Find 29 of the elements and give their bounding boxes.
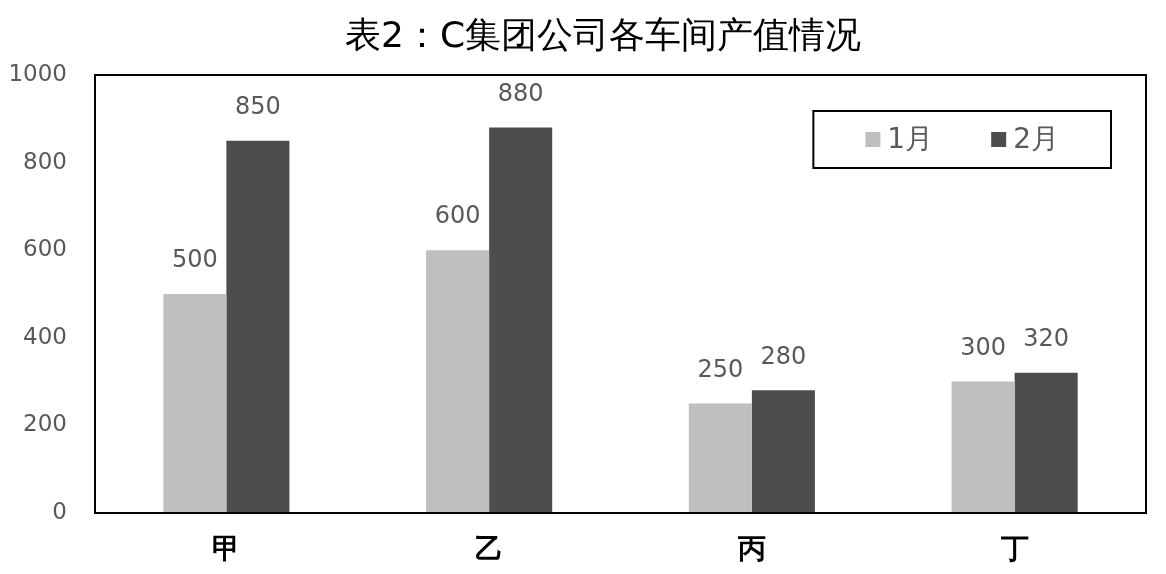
y-tick-label: 1000 [8, 59, 67, 86]
x-tick-label: 乙 [475, 532, 504, 566]
y-tick-label: 0 [52, 497, 67, 524]
x-tick-label: 丙 [736, 532, 766, 566]
y-tick-label: 600 [23, 235, 67, 262]
bar [226, 140, 290, 513]
y-tick-label: 200 [23, 410, 67, 437]
legend-label: 1月 [887, 121, 934, 155]
bar [751, 390, 815, 513]
data-label: 320 [1023, 324, 1070, 353]
data-label: 500 [171, 245, 218, 274]
bar [163, 294, 227, 513]
bar [951, 381, 1015, 513]
x-tick-label: 丁 [999, 532, 1029, 566]
bar [426, 250, 490, 513]
chart-title: 表2：C集团公司各车间产值情况 [344, 14, 862, 56]
data-label: 880 [497, 78, 544, 107]
y-tick-label: 400 [23, 322, 67, 349]
data-label: 600 [434, 201, 481, 230]
x-tick-label: 甲 [212, 532, 241, 566]
bar [489, 127, 553, 513]
data-label: 250 [697, 354, 744, 383]
y-tick-label: 800 [23, 147, 67, 174]
data-label: 850 [235, 91, 281, 120]
legend-label: 2月 [1013, 121, 1060, 155]
bar [688, 403, 752, 513]
data-label: 300 [960, 332, 1006, 361]
data-label: 280 [760, 341, 807, 370]
bar [1014, 372, 1078, 513]
